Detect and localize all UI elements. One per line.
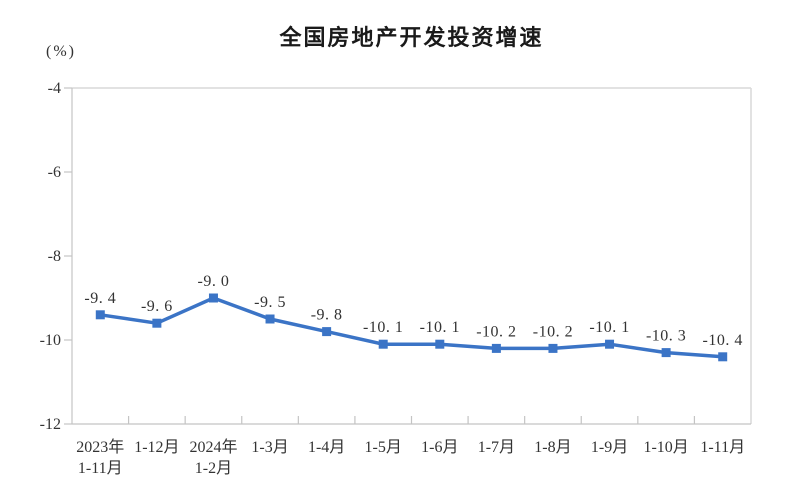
x-category-label: 1-11月 <box>700 439 745 456</box>
data-point-label: -9. 8 <box>311 307 343 324</box>
data-point-label: -9. 5 <box>254 294 286 311</box>
y-axis-unit-label: (%) <box>46 43 76 60</box>
x-category-label: 1-8月 <box>534 439 571 456</box>
data-point-marker <box>718 352 728 362</box>
data-point-label: -9. 0 <box>198 273 230 290</box>
data-point-label: -10. 1 <box>420 319 460 336</box>
data-point-label: -10. 1 <box>589 319 629 336</box>
chart-title: 全国房地产开发投资增速 <box>279 25 544 50</box>
data-point-marker <box>378 339 388 349</box>
x-category-label: 1-3月 <box>251 439 288 456</box>
data-point-marker <box>435 339 445 349</box>
data-point-marker <box>322 327 332 337</box>
data-point-label: -10. 3 <box>646 328 686 345</box>
x-category-label: 1-9月 <box>591 439 628 456</box>
x-category-label: 1-10月 <box>643 439 688 456</box>
data-point-label: -10. 4 <box>703 332 743 349</box>
data-point-label: -9. 6 <box>141 298 173 315</box>
data-point-marker <box>95 310 105 320</box>
data-point-label: -10. 2 <box>533 323 573 340</box>
data-point-marker <box>208 293 218 303</box>
x-category-label: 1-4月 <box>308 439 345 456</box>
y-tick-label: -4 <box>48 80 61 97</box>
x-category-label: 1-6月 <box>421 439 458 456</box>
data-point-label: -10. 2 <box>476 323 516 340</box>
x-category-label: 1-5月 <box>365 439 402 456</box>
data-point-marker <box>661 348 671 358</box>
data-point-label: -9. 4 <box>84 290 116 307</box>
y-tick-label: -8 <box>48 248 61 265</box>
data-point-marker <box>265 314 275 324</box>
x-category-label: 2024年 1-2月 <box>189 438 237 477</box>
x-category-label: 1-7月 <box>478 439 515 456</box>
data-line <box>98 296 725 359</box>
x-category-label: 2023年 1-11月 <box>76 438 124 477</box>
data-point-marker <box>548 343 558 353</box>
data-point-label: -10. 1 <box>363 319 403 336</box>
y-tick-label: -10 <box>40 332 61 349</box>
y-tick-label: -12 <box>40 416 61 433</box>
y-tick-label: -6 <box>48 164 61 181</box>
data-point-marker <box>152 318 162 328</box>
data-point-marker <box>605 339 615 349</box>
data-point-marker <box>491 343 501 353</box>
x-category-label: 1-12月 <box>134 439 179 456</box>
